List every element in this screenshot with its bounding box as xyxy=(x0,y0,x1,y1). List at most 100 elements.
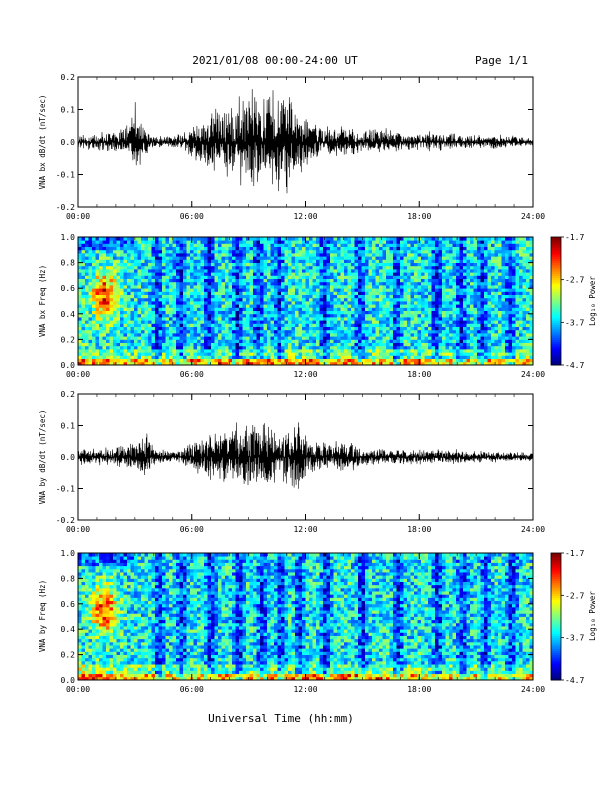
spectrogram-cell xyxy=(505,288,509,292)
spectrogram-cell xyxy=(155,355,159,359)
spectrogram-cell xyxy=(141,301,145,305)
spectrogram-cell xyxy=(193,243,198,247)
spectrogram-cell xyxy=(298,323,303,327)
spectrogram-cell xyxy=(214,355,219,359)
spectrogram-cell xyxy=(144,259,149,263)
spectrogram-cell xyxy=(207,333,212,337)
spectrogram-cell xyxy=(165,288,170,292)
spectrogram-cell xyxy=(501,278,506,283)
spectrogram-cell xyxy=(389,355,394,359)
spectrogram-cell xyxy=(228,313,233,318)
spectrogram-cell xyxy=(407,269,411,273)
spectrogram-cell xyxy=(88,249,93,254)
spectrogram-cell xyxy=(358,336,362,340)
spectrogram-cell xyxy=(291,358,296,363)
spectrogram-cell xyxy=(389,285,394,289)
spectrogram-cell xyxy=(88,297,93,302)
spectrogram-cell xyxy=(179,326,184,331)
spectrogram-cell xyxy=(253,281,257,286)
spectrogram-cell xyxy=(470,313,474,318)
spectrogram-cell xyxy=(162,275,166,279)
spectrogram-cell xyxy=(452,285,457,289)
spectrogram-cell xyxy=(305,275,310,279)
spectrogram-cell xyxy=(400,297,404,302)
spectrogram-cell xyxy=(393,240,397,244)
spectrogram-cell xyxy=(319,320,324,324)
spectrogram-cell xyxy=(456,352,460,356)
spectrogram-cell xyxy=(137,342,142,347)
spectrogram-cell xyxy=(95,275,100,279)
spectrogram-cell xyxy=(368,333,373,337)
spectrogram-cell xyxy=(326,240,331,244)
spectrogram-cell xyxy=(214,345,219,350)
spectrogram-cell xyxy=(144,349,149,353)
spectrogram-cell xyxy=(309,246,313,251)
spectrogram-cell xyxy=(225,307,229,311)
spectrogram-cell xyxy=(330,342,334,347)
spectrogram-cell xyxy=(361,291,366,295)
spectrogram-cell xyxy=(183,249,187,254)
spectrogram-cell xyxy=(421,265,425,270)
spectrogram-cell xyxy=(330,301,334,305)
spectrogram-cell xyxy=(291,304,296,308)
spectrogram-cell xyxy=(218,310,222,315)
spectrogram-cell xyxy=(473,262,478,267)
spectrogram-cell xyxy=(354,265,359,270)
spectrogram-cell xyxy=(326,285,331,289)
spectrogram-cell xyxy=(445,272,450,276)
spectrogram-cell xyxy=(225,291,229,295)
spectrogram-cell xyxy=(410,313,415,318)
spectrogram-cell xyxy=(340,361,345,366)
spectrogram-cell xyxy=(179,256,184,260)
spectrogram-cell xyxy=(368,281,373,286)
spectrogram-cell xyxy=(400,249,404,254)
spectrogram-cell xyxy=(148,352,152,356)
spectrogram-cell xyxy=(431,262,436,267)
spectrogram-cell xyxy=(323,307,327,311)
spectrogram-cell xyxy=(431,259,436,263)
spectrogram-cell xyxy=(267,237,271,241)
spectrogram-cell xyxy=(431,352,436,356)
spectrogram-cell xyxy=(389,342,394,347)
spectrogram-cell xyxy=(176,355,180,359)
spectrogram-cell xyxy=(403,358,408,363)
spectrogram-cell xyxy=(190,342,194,347)
spectrogram-cell xyxy=(92,349,96,353)
spectrogram-cell xyxy=(116,307,121,311)
spectrogram-cell xyxy=(102,323,107,327)
spectrogram-cell xyxy=(431,275,436,279)
spectrogram-cell xyxy=(284,297,289,302)
spectrogram-cell xyxy=(263,317,268,321)
spectrogram-cell xyxy=(179,358,184,363)
spectrogram-cell xyxy=(106,361,110,366)
spectrogram-cell xyxy=(431,285,436,289)
spectrogram-cell xyxy=(116,240,121,244)
spectrogram-cell xyxy=(211,339,215,343)
spectrogram-cell xyxy=(449,262,453,267)
spectrogram-cell xyxy=(225,361,229,366)
spectrogram-cell xyxy=(200,307,205,311)
spectrogram-cell xyxy=(127,307,131,311)
spectrogram-cell xyxy=(445,310,450,315)
spectrogram-cell xyxy=(99,301,103,305)
spectrogram-cell xyxy=(267,281,271,286)
spectrogram-cell xyxy=(169,349,173,353)
spectrogram-cell xyxy=(123,307,128,311)
spectrogram-cell xyxy=(361,262,366,267)
spectrogram-cell xyxy=(116,278,121,283)
spectrogram-cell xyxy=(277,275,282,279)
spectrogram-cell xyxy=(487,259,492,263)
spectrogram-cell xyxy=(494,288,499,292)
spectrogram-cell xyxy=(134,310,138,315)
spectrogram-cell xyxy=(452,345,457,350)
spectrogram-cell xyxy=(477,329,481,334)
spectrogram-cell xyxy=(417,288,422,292)
spectrogram-cell xyxy=(291,285,296,289)
spectrogram-cell xyxy=(361,246,366,251)
spectrogram-cell xyxy=(340,339,345,343)
spectrogram-cell xyxy=(375,301,380,305)
spectrogram-cell xyxy=(137,288,142,292)
spectrogram-cell xyxy=(305,240,310,244)
spectrogram-cell xyxy=(92,304,96,308)
spectrogram-cell xyxy=(505,285,509,289)
